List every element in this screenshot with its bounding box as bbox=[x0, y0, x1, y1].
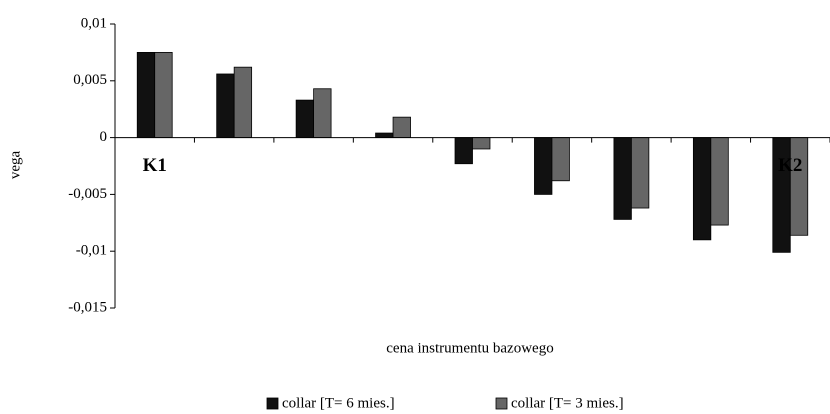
bar bbox=[789, 137, 809, 236]
annotation: K1 bbox=[143, 155, 167, 176]
bar bbox=[154, 52, 173, 138]
bar bbox=[295, 99, 315, 138]
bar bbox=[551, 137, 570, 182]
annotation: K2 bbox=[778, 155, 802, 176]
legend-swatch bbox=[495, 397, 508, 410]
x-axis-label: cena instrumentu bazowego bbox=[386, 340, 553, 356]
bar bbox=[233, 66, 253, 138]
bar bbox=[710, 137, 729, 226]
bar bbox=[392, 116, 411, 139]
bar bbox=[692, 137, 712, 241]
y-tick-label: 0,005 bbox=[73, 72, 107, 88]
legend-swatch bbox=[266, 397, 279, 410]
bar bbox=[216, 73, 235, 139]
bar bbox=[472, 137, 491, 150]
bar bbox=[454, 137, 473, 165]
y-tick-label: -0,015 bbox=[68, 299, 107, 315]
bar bbox=[375, 132, 394, 138]
legend-label: collar [T= 3 mies.] bbox=[511, 395, 624, 411]
bar bbox=[313, 88, 332, 138]
bar bbox=[613, 137, 632, 220]
y-tick-label: 0,01 bbox=[81, 15, 107, 31]
legend-label: collar [T= 6 mies.] bbox=[282, 395, 395, 411]
y-tick-label: -0,01 bbox=[76, 243, 107, 259]
y-axis-label: vega bbox=[7, 151, 23, 180]
bar bbox=[630, 137, 650, 209]
y-tick-label: -0,005 bbox=[68, 186, 107, 202]
bar bbox=[136, 52, 156, 138]
y-tick-label: 0 bbox=[100, 129, 108, 145]
bar bbox=[534, 137, 553, 195]
